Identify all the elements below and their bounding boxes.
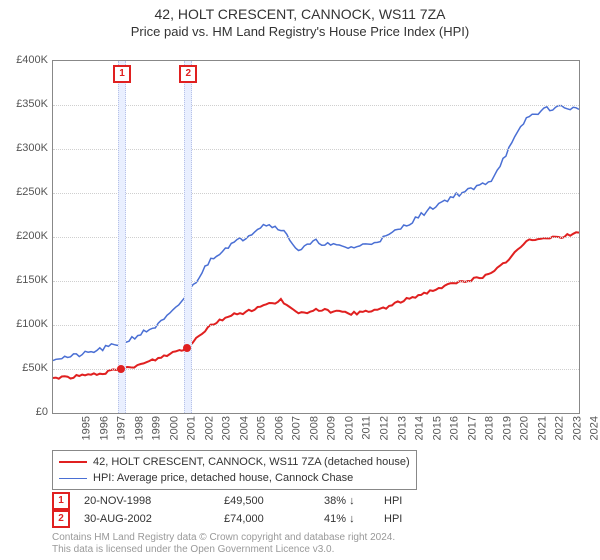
sales-table: 1 20-NOV-1998£49,50038% ↓HPI 2 30-AUG-2002£… bbox=[52, 492, 402, 528]
xtick-label: 1999 bbox=[151, 416, 163, 440]
sale-marker-box: 1 bbox=[113, 65, 131, 83]
xtick-label: 2010 bbox=[343, 416, 355, 440]
sale-row: 2 30-AUG-2002£74,00041% ↓HPI bbox=[52, 510, 402, 528]
xtick-label: 2006 bbox=[273, 416, 285, 440]
sale-row-price: £49,500 bbox=[224, 495, 324, 507]
sale-band bbox=[118, 61, 126, 413]
xtick-label: 2023 bbox=[571, 416, 583, 440]
legend-label: 42, HOLT CRESCENT, CANNOCK, WS11 7ZA (de… bbox=[93, 456, 410, 468]
ytick-label: £50K bbox=[2, 362, 48, 374]
sale-dot bbox=[183, 344, 191, 352]
plot-area: 12 bbox=[52, 60, 580, 414]
legend-label: HPI: Average price, detached house, Cann… bbox=[93, 472, 353, 484]
ytick-label: £400K bbox=[2, 54, 48, 66]
legend-swatch bbox=[59, 461, 87, 463]
xtick-label: 2016 bbox=[449, 416, 461, 440]
footer-attribution: Contains HM Land Registry data © Crown c… bbox=[52, 532, 395, 556]
series-hpi bbox=[53, 106, 579, 361]
sale-row-date: 30-AUG-2002 bbox=[84, 513, 224, 525]
sale-row-date: 20-NOV-1998 bbox=[84, 495, 224, 507]
xtick-label: 2020 bbox=[519, 416, 531, 440]
ytick-label: £100K bbox=[2, 318, 48, 330]
sale-row-price: £74,000 bbox=[224, 513, 324, 525]
xtick-label: 1997 bbox=[116, 416, 128, 440]
xtick-label: 2014 bbox=[414, 416, 426, 440]
gridline-h bbox=[53, 281, 579, 282]
sale-band bbox=[184, 61, 192, 413]
xtick-label: 2008 bbox=[308, 416, 320, 440]
sale-row-vs: HPI bbox=[384, 495, 402, 507]
sale-row-pct: 38% ↓ bbox=[324, 495, 384, 507]
ytick-label: £250K bbox=[2, 186, 48, 198]
xtick-label: 2001 bbox=[186, 416, 198, 440]
xtick-label: 2019 bbox=[501, 416, 513, 440]
sale-row-vs: HPI bbox=[384, 513, 402, 525]
xtick-label: 2009 bbox=[326, 416, 338, 440]
legend-item: HPI: Average price, detached house, Cann… bbox=[59, 470, 410, 486]
legend-item: 42, HOLT CRESCENT, CANNOCK, WS11 7ZA (de… bbox=[59, 454, 410, 470]
sale-row: 1 20-NOV-1998£49,50038% ↓HPI bbox=[52, 492, 402, 510]
gridline-h bbox=[53, 237, 579, 238]
xtick-label: 2022 bbox=[554, 416, 566, 440]
ytick-label: £350K bbox=[2, 98, 48, 110]
gridline-h bbox=[53, 325, 579, 326]
xtick-label: 2013 bbox=[396, 416, 408, 440]
xtick-label: 2017 bbox=[466, 416, 478, 440]
xtick-label: 2012 bbox=[379, 416, 391, 440]
chart-container: 42, HOLT CRESCENT, CANNOCK, WS11 7ZA Pri… bbox=[0, 0, 600, 560]
xtick-label: 2024 bbox=[589, 416, 600, 440]
xtick-label: 1998 bbox=[133, 416, 145, 440]
xtick-label: 2004 bbox=[238, 416, 250, 440]
xtick-label: 1996 bbox=[98, 416, 110, 440]
xtick-label: 2018 bbox=[484, 416, 496, 440]
xtick-label: 2002 bbox=[203, 416, 215, 440]
xtick-label: 2000 bbox=[168, 416, 180, 440]
xtick-label: 1995 bbox=[80, 416, 92, 440]
xtick-label: 2007 bbox=[291, 416, 303, 440]
ytick-label: £300K bbox=[2, 142, 48, 154]
chart-title: 42, HOLT CRESCENT, CANNOCK, WS11 7ZA bbox=[0, 6, 600, 22]
sale-row-marker: 2 bbox=[52, 510, 70, 528]
gridline-h bbox=[53, 369, 579, 370]
legend-swatch bbox=[59, 478, 87, 479]
ytick-label: £150K bbox=[2, 274, 48, 286]
legend: 42, HOLT CRESCENT, CANNOCK, WS11 7ZA (de… bbox=[52, 450, 417, 490]
sale-dot bbox=[117, 365, 125, 373]
series-property bbox=[53, 232, 579, 378]
ytick-label: £0 bbox=[2, 406, 48, 418]
xtick-label: 2005 bbox=[256, 416, 268, 440]
footer-line1: Contains HM Land Registry data © Crown c… bbox=[52, 532, 395, 544]
xtick-label: 2011 bbox=[360, 416, 372, 440]
gridline-h bbox=[53, 149, 579, 150]
sale-row-marker: 1 bbox=[52, 492, 70, 510]
gridline-h bbox=[53, 105, 579, 106]
sale-row-pct: 41% ↓ bbox=[324, 513, 384, 525]
xtick-label: 2021 bbox=[536, 416, 548, 440]
title-block: 42, HOLT CRESCENT, CANNOCK, WS11 7ZA Pri… bbox=[0, 0, 600, 39]
xtick-label: 2015 bbox=[431, 416, 443, 440]
sale-marker-box: 2 bbox=[179, 65, 197, 83]
chart-subtitle: Price paid vs. HM Land Registry's House … bbox=[0, 24, 600, 39]
ytick-label: £200K bbox=[2, 230, 48, 242]
xtick-label: 2003 bbox=[221, 416, 233, 440]
footer-line2: This data is licensed under the Open Gov… bbox=[52, 544, 395, 556]
gridline-h bbox=[53, 193, 579, 194]
